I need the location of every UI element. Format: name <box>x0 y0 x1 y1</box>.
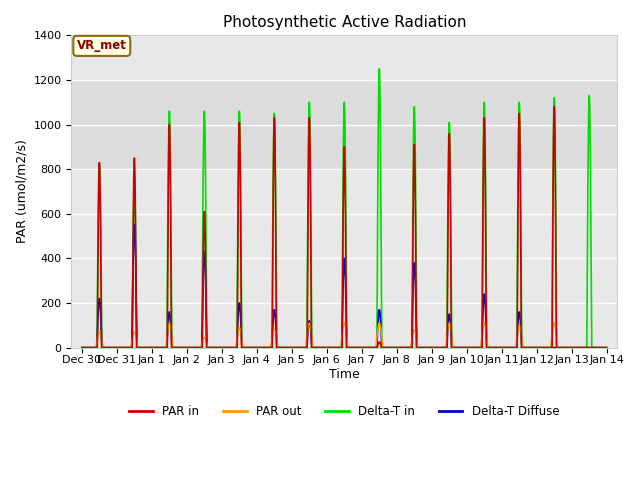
Title: Photosynthetic Active Radiation: Photosynthetic Active Radiation <box>223 15 466 30</box>
Y-axis label: PAR (umol/m2/s): PAR (umol/m2/s) <box>15 140 28 243</box>
X-axis label: Time: Time <box>329 368 360 381</box>
Bar <box>72 80 617 169</box>
Text: VR_met: VR_met <box>77 39 127 52</box>
Legend: PAR in, PAR out, Delta-T in, Delta-T Diffuse: PAR in, PAR out, Delta-T in, Delta-T Dif… <box>125 400 564 423</box>
